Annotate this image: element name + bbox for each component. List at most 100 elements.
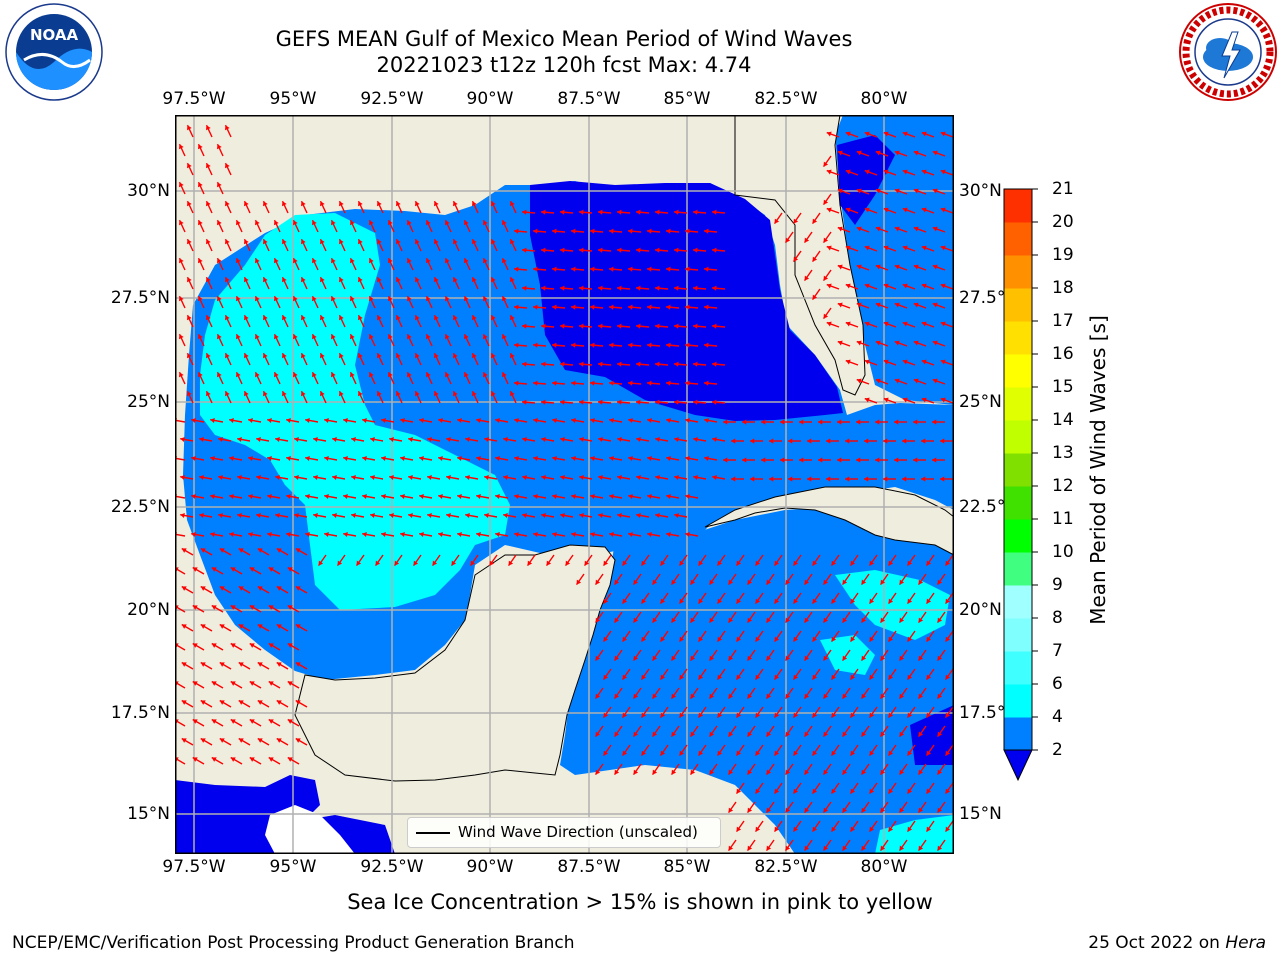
colorbar (1003, 188, 1038, 782)
wind-wave-arrowhead (368, 220, 374, 226)
wind-wave-arrowhead (186, 239, 192, 245)
wind-wave-arrowhead (609, 342, 614, 348)
wind-wave-arrowhead (276, 662, 282, 667)
wind-wave-arrowhead (433, 315, 439, 321)
colorbar-tick-label: 10 (1052, 542, 1074, 562)
wind-wave-arrowhead (579, 436, 584, 443)
wind-wave-arrowhead (842, 769, 848, 775)
wind-wave-arrowhead (514, 228, 519, 234)
wind-wave-arrowhead (864, 283, 870, 289)
wind-wave-arrowhead (804, 579, 810, 585)
wind-wave-arrowhead (861, 731, 867, 737)
wind-wave-arrowhead (508, 560, 514, 566)
wind-wave-arrowhead (235, 372, 241, 378)
wind-wave-arrowhead (381, 417, 386, 424)
wind-wave-arrowhead (674, 247, 679, 253)
wind-wave-arrowhead (913, 226, 919, 232)
wind-wave-arrowhead (660, 750, 666, 756)
wind-wave-arrowhead (425, 296, 431, 302)
colorbar-cell (1004, 354, 1032, 388)
wind-wave-arrowhead (332, 512, 337, 519)
wind-wave-arrowhead (823, 731, 829, 737)
wind-wave-arrowhead (541, 209, 546, 215)
wind-wave-arrowhead (425, 334, 431, 340)
wind-wave-arrowhead (332, 474, 337, 481)
wind-wave-arrowhead (842, 617, 848, 623)
wind-wave-arrowhead (509, 201, 515, 207)
wind-wave-arrowhead (192, 643, 198, 648)
wind-wave-arrowhead (850, 788, 856, 794)
wind-wave-arrowhead (598, 512, 603, 519)
wind-wave-arrowhead (736, 826, 742, 832)
wind-wave-arrowhead (338, 353, 344, 359)
wind-wave-arrowhead (655, 209, 660, 215)
wind-wave-arrowhead (197, 334, 203, 340)
wind-wave-arrowhead (305, 455, 310, 462)
wind-wave-arrowhead (248, 417, 253, 424)
wind-wave-arrowhead (913, 378, 919, 384)
wind-wave-arrowhead (899, 769, 905, 775)
wind-wave-arrowhead (224, 277, 230, 283)
wind-wave-arrowhead (180, 436, 185, 443)
wind-wave-arrowhead (850, 826, 856, 832)
wind-wave-arrowhead (230, 757, 236, 762)
wind-wave-arrowhead (793, 636, 799, 642)
wind-wave-arrowhead (230, 643, 236, 648)
wind-wave-arrowhead (509, 353, 515, 359)
wind-wave-arrowhead (717, 598, 723, 604)
wind-wave-arrowhead (785, 845, 791, 851)
wind-wave-arrowhead (907, 712, 913, 718)
wind-wave-arrowhead (571, 304, 576, 310)
wind-wave-arrowhead (484, 512, 489, 519)
wind-wave-arrowhead (636, 209, 641, 215)
wind-wave-arrowhead (812, 826, 818, 832)
wind-wave-arrowhead (533, 493, 538, 500)
wind-wave-arrowhead (907, 674, 913, 680)
wind-wave-arrowhead (698, 636, 704, 642)
wind-wave-arrowhead (541, 285, 546, 291)
wind-wave-arrowhead (490, 353, 496, 359)
wind-wave-arrowhead (812, 294, 818, 300)
wind-wave-arrowhead (864, 359, 870, 365)
wind-wave-arrowhead (565, 560, 571, 566)
wind-wave-arrowhead (641, 712, 647, 718)
wind-wave-arrowhead (655, 285, 660, 291)
wind-wave-arrowhead (552, 304, 557, 310)
wind-wave-arrowhead (552, 228, 557, 234)
legend-line-sample (416, 832, 450, 834)
wind-wave-arrowhead (864, 397, 870, 403)
wind-wave-arrowhead (755, 826, 761, 832)
wind-wave-arrowhead (590, 417, 595, 424)
wind-wave-arrowhead (812, 788, 818, 794)
wind-wave-arrowhead (785, 731, 791, 737)
wind-wave-arrowhead (509, 277, 515, 283)
wind-wave-arrowhead (533, 455, 538, 462)
wind-wave-arrowhead (319, 239, 325, 245)
wind-wave-arrowhead (812, 712, 818, 718)
wind-wave-arrowhead (894, 302, 900, 308)
wind-wave-arrowhead (275, 474, 280, 481)
wind-wave-arrowhead (230, 605, 236, 610)
lat-label-right: 15°N (959, 804, 1002, 824)
wind-wave-arrowhead (666, 455, 671, 462)
wind-wave-arrowhead (907, 788, 913, 794)
wind-wave-arrowhead (883, 207, 889, 213)
wind-wave-arrowhead (641, 674, 647, 680)
wind-wave-arrowhead (888, 674, 894, 680)
wind-wave-arrowhead (937, 579, 943, 585)
wind-wave-arrowhead (728, 579, 734, 585)
wind-wave-arrowhead (210, 455, 215, 462)
wind-wave-arrowhead (647, 417, 652, 424)
wind-wave-arrowhead (774, 750, 780, 756)
wind-wave-arrowhead (704, 228, 709, 234)
wind-wave-arrowhead (633, 731, 639, 737)
wind-wave-arrowhead (690, 769, 696, 775)
wind-wave-arrowhead (376, 201, 382, 207)
footer-credit: NCEP/EMC/Verification Post Processing Pr… (12, 933, 575, 953)
wind-wave-arrowhead (276, 586, 282, 591)
wind-wave-arrowhead (690, 693, 696, 699)
wind-wave-arrowhead (826, 169, 832, 175)
wind-wave-arrowhead (330, 220, 336, 226)
wind-wave-arrowhead (883, 245, 889, 251)
wind-wave-arrowhead (856, 226, 862, 232)
